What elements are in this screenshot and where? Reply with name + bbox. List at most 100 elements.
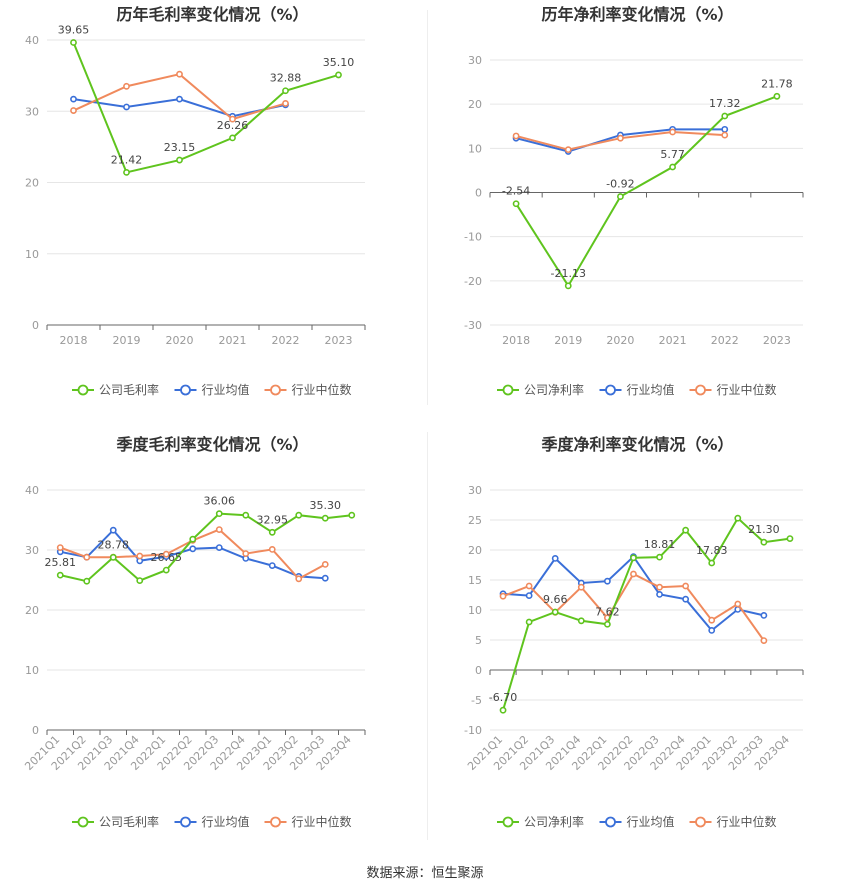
data-point [162, 566, 170, 574]
data-point [268, 528, 276, 536]
data-label: 39.65 [58, 23, 90, 36]
x-tick-label: 2021 [219, 334, 247, 347]
data-point [551, 608, 559, 616]
y-tick-label: 10 [468, 604, 482, 617]
y-tick-label: 15 [468, 574, 482, 587]
data-point [268, 562, 276, 569]
legend-item-median[interactable]: 行业中位数 [264, 382, 352, 397]
vertical-divider-bottom [427, 432, 428, 840]
chart-svg: 季度净利率变化情况（%）-10-50510152025302021Q12021Q… [464, 435, 804, 829]
data-point [176, 95, 183, 103]
chart-title: 历年净利率变化情况（%） [541, 5, 733, 24]
legend-circle-icon [77, 816, 89, 828]
data-point [321, 574, 329, 582]
legend-item-median[interactable]: 行业中位数 [689, 382, 777, 397]
data-label: 35.10 [323, 56, 355, 69]
data-point [70, 95, 77, 103]
data-point [525, 592, 533, 599]
data-label: 23.15 [164, 141, 196, 154]
data-point [282, 87, 289, 95]
y-tick-label: 0 [32, 724, 39, 737]
y-tick-label: 5 [475, 634, 482, 647]
legend-item-median[interactable]: 行业中位数 [264, 814, 352, 829]
vertical-divider-top [427, 10, 428, 405]
legend-label: 公司净利率 [524, 814, 584, 829]
data-label: 9.66 [543, 593, 568, 606]
data-point [109, 553, 117, 561]
data-point [603, 620, 611, 628]
data-point [242, 550, 250, 557]
data-label: 17.83 [696, 544, 728, 557]
data-point [577, 617, 585, 625]
x-tick-label: 2020 [166, 334, 194, 347]
series-median [56, 526, 329, 583]
data-point [321, 514, 329, 522]
legend-label: 行业中位数 [717, 814, 777, 829]
chart-svg: 历年毛利率变化情况（%） 0 10 20 30 40 2018 2019 2020 2021 202… [25, 5, 366, 397]
data-point [617, 193, 624, 200]
legend-circle-icon [270, 384, 281, 396]
data-point [348, 511, 356, 519]
legend-circle-icon [502, 384, 514, 396]
annual-net-margin-chart: 历年净利率变化情况（%） -30 -20 -10 0 10 20 30 2018 2019 2020… [425, 0, 850, 410]
legend-item-avg[interactable]: 行业均值 [599, 382, 675, 397]
y-tick-label: 30 [468, 484, 482, 497]
legend-item-avg[interactable]: 行业均值 [174, 382, 250, 397]
legend-circle-icon [605, 384, 616, 396]
data-point [162, 550, 170, 558]
data-point [773, 92, 781, 100]
data-label: -0.92 [606, 178, 634, 191]
legend-label: 公司毛利率 [99, 382, 159, 397]
legend-label: 行业中位数 [292, 382, 352, 397]
y-tick-label: 20 [25, 604, 39, 617]
legend-item-avg[interactable]: 行业均值 [174, 814, 250, 829]
legend-item-company[interactable]: 公司毛利率 [72, 814, 159, 829]
data-point [176, 70, 183, 78]
x-tick-label: 2023 [763, 334, 791, 347]
data-label: -6.70 [489, 691, 517, 704]
series-line [502, 572, 765, 642]
legend-item-company[interactable]: 公司净利率 [497, 814, 584, 829]
y-tick-label: 0 [475, 187, 482, 200]
data-point [656, 553, 663, 561]
legend-item-company[interactable]: 公司毛利率 [72, 382, 159, 397]
series-line [502, 516, 791, 711]
data-point [335, 71, 342, 79]
legend-item-median[interactable]: 行业中位数 [689, 814, 777, 829]
legend-label: 公司净利率 [524, 382, 584, 397]
legend-item-company[interactable]: 公司净利率 [497, 382, 584, 397]
data-point [499, 592, 507, 600]
legend-label: 行业均值 [202, 382, 250, 397]
data-label: 18.81 [644, 538, 676, 551]
legend-label: 行业中位数 [292, 814, 352, 829]
y-tick-label: 20 [468, 544, 482, 557]
series-line [72, 42, 339, 174]
x-tick-label: 2020 [606, 334, 634, 347]
data-point [512, 200, 520, 208]
data-point [656, 590, 663, 598]
y-tick-label: -5 [471, 694, 482, 707]
series-line [60, 512, 352, 583]
legend-circle-icon [695, 816, 706, 828]
y-tick-label: 30 [468, 54, 482, 67]
y-tick-label: 0 [475, 664, 482, 677]
legend-item-avg[interactable]: 行业均值 [599, 814, 675, 829]
legend: 公司净利率 行业均值 行业中位数 [497, 814, 777, 829]
data-point [70, 107, 77, 114]
y-tick-label: 20 [468, 98, 482, 111]
data-point [56, 571, 64, 579]
legend-circle-icon [605, 816, 616, 828]
data-point [268, 546, 276, 553]
legend: 公司毛利率 行业均值 行业中位数 [72, 814, 352, 829]
data-point [721, 125, 729, 133]
data-point [708, 626, 716, 634]
data-point [760, 538, 768, 546]
data-label: 21.42 [111, 153, 143, 166]
data-point [242, 511, 250, 519]
annual-gross-margin-chart: 历年毛利率变化情况（%） 0 10 20 30 40 2018 2019 2020 2021 202… [0, 0, 425, 410]
data-point [123, 103, 130, 111]
chart-title: 历年毛利率变化情况（%） [116, 5, 308, 24]
data-point [70, 39, 77, 46]
legend-label: 公司毛利率 [99, 814, 159, 829]
data-point [760, 611, 768, 619]
